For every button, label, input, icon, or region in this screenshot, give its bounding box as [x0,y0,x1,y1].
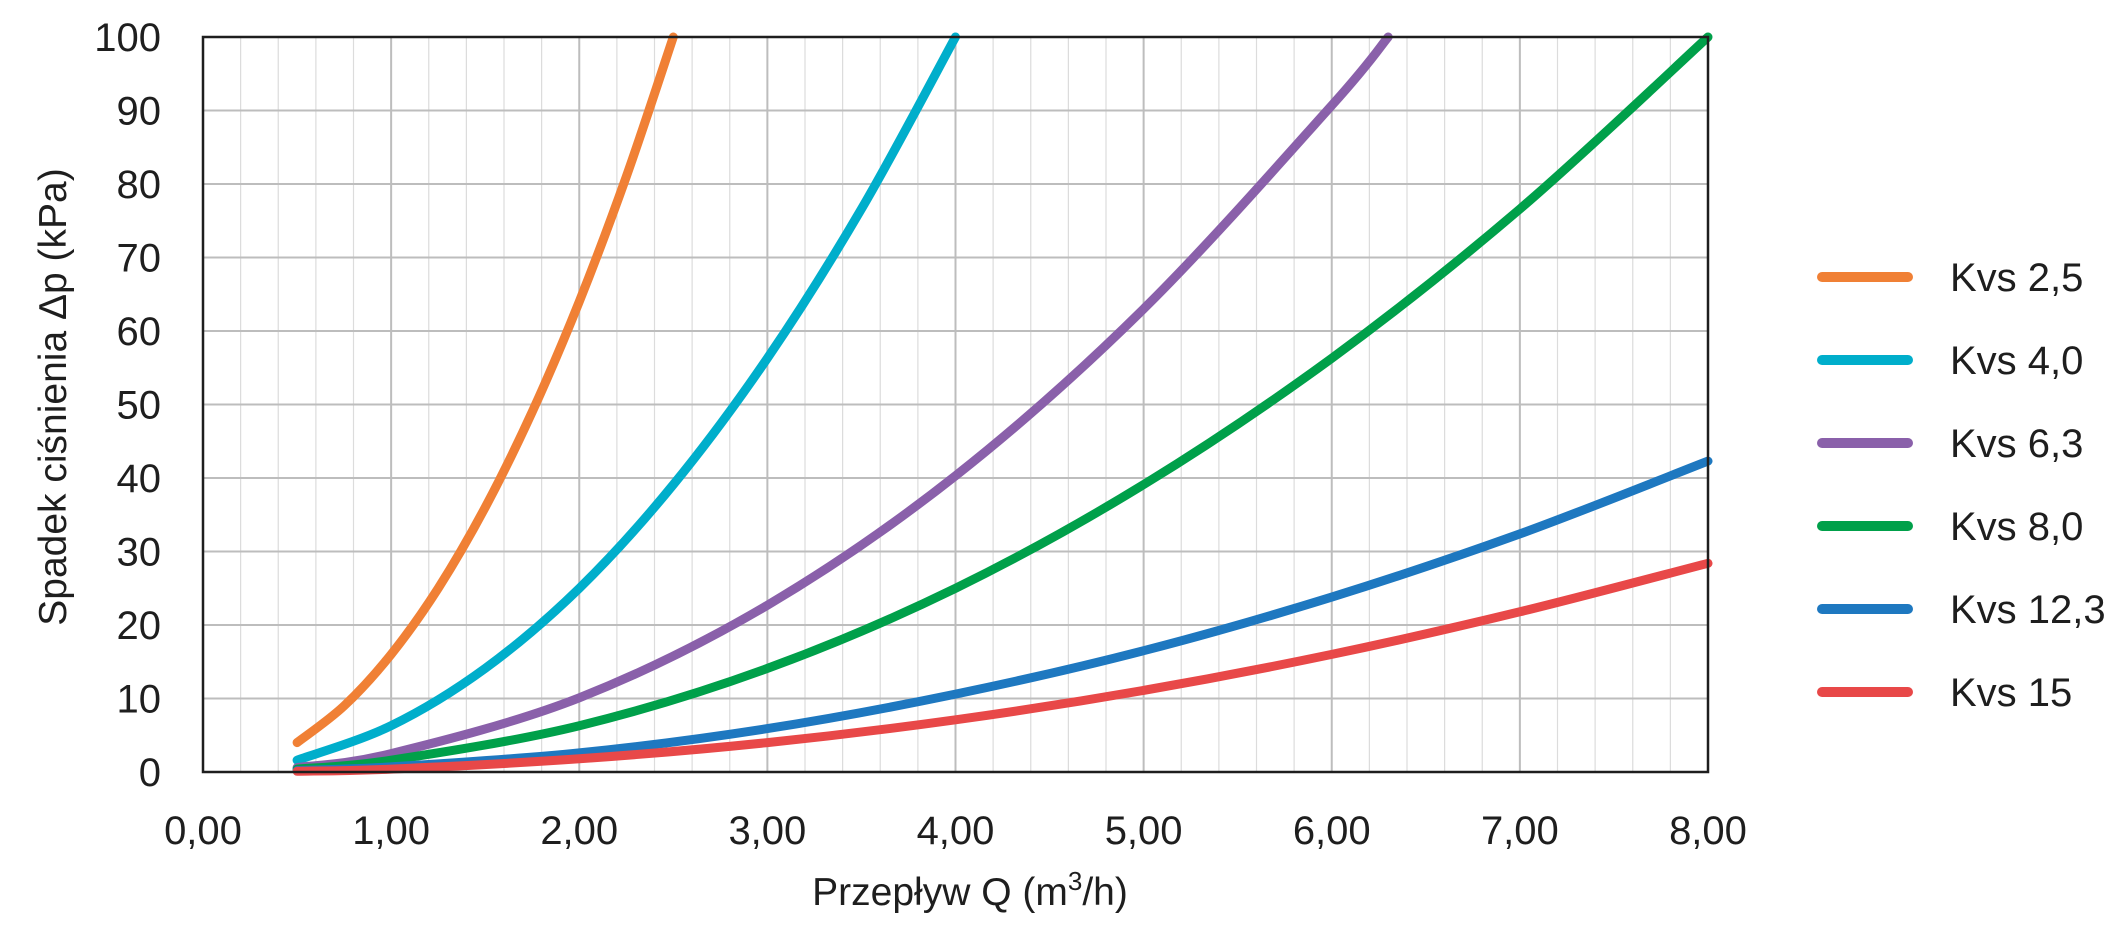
x-axis-title-unit-tail: /h) [1082,871,1128,914]
legend-item: Kvs 2,5 [1817,256,2083,300]
y-tick-label: 80 [117,163,162,207]
legend-label: Kvs 8,0 [1950,505,2083,549]
y-axis-title: Spadek ciśnienia Δp (kPa) [32,168,75,625]
y-tick-label: 70 [117,237,162,281]
legend-item: Kvs 12,3 [1817,588,2106,632]
series-line-3 [292,32,1713,774]
x-tick-label: 1,00 [352,809,430,853]
y-tick-label: 10 [117,678,162,722]
x-tick-label: 0,00 [164,809,242,853]
series-layer [292,32,1713,776]
x-tick-label: 4,00 [917,809,995,853]
y-tick-label: 20 [117,604,162,648]
x-tick-label: 3,00 [728,809,806,853]
y-tick-label: 60 [117,310,162,354]
y-tick-label: 90 [117,90,162,134]
legend-label: Kvs 6,3 [1950,422,2083,466]
legend-item: Kvs 6,3 [1817,422,2083,466]
x-tick-label: 7,00 [1481,809,1559,853]
plot-frame [201,35,1710,774]
y-tick-label: 40 [117,457,162,501]
legend: Kvs 2,5 Kvs 4,0 Kvs 6,3 Kvs 8,0 Kvs 12,3 Kvs … [1817,256,2106,715]
x-tick-label: 2,00 [540,809,618,853]
legend-label: Kvs 2,5 [1950,256,2083,300]
grid-layer [202,36,1709,773]
series-line-2 [292,32,1393,773]
x-axis-title-main: Przepływ Q (m [812,871,1068,914]
series-line-0 [292,32,678,748]
legend-item: Kvs 4,0 [1817,339,2083,383]
y-tick-labels: 0 10 20 30 40 50 60 70 80 90 100 [94,16,161,795]
y-tick-label: 50 [117,384,162,428]
series-line-5 [292,558,1713,776]
x-tick-label: 5,00 [1105,809,1183,853]
x-tick-labels: 0,00 1,00 2,00 3,00 4,00 5,00 6,00 7,00 8,00 [164,809,1747,853]
legend-label: Kvs 4,0 [1950,339,2083,383]
series-line-1 [292,32,960,765]
legend-label: Kvs 12,3 [1950,588,2106,632]
x-tick-label: 8,00 [1669,809,1747,853]
x-axis-title-superscript: 3 [1068,866,1082,896]
legend-item: Kvs 15 [1817,671,2072,715]
y-tick-label: 30 [117,531,162,575]
legend-item: Kvs 8,0 [1817,505,2083,549]
y-tick-label: 0 [139,751,161,795]
x-tick-label: 6,00 [1293,809,1371,853]
legend-label: Kvs 15 [1950,671,2072,715]
y-tick-label: 100 [94,16,161,60]
x-axis-title: Przepływ Q (m3/h) [812,866,1128,914]
